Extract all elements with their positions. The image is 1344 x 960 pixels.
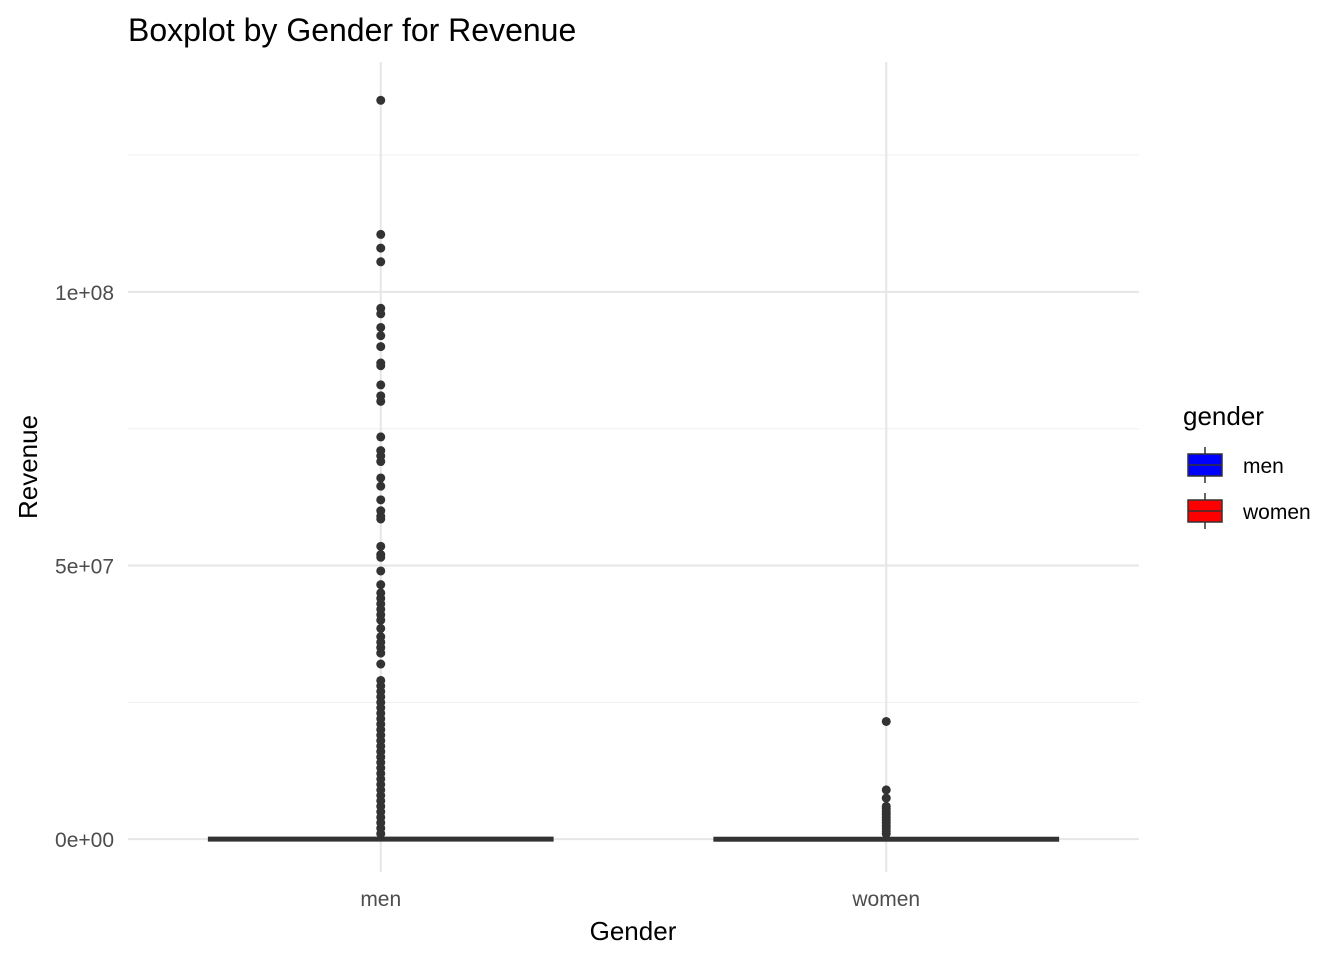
outlier-men-11 — [376, 380, 386, 390]
boxes — [207, 95, 1060, 842]
x-axis-title: Gender — [590, 916, 677, 946]
x-tick-label-women: women — [851, 888, 920, 911]
chart-title: Boxplot by Gender for Revenue — [128, 12, 576, 48]
outlier-men-26 — [376, 552, 386, 562]
y-tick-label-1: 5e+07 — [55, 556, 114, 579]
outlier-men-17 — [376, 457, 386, 467]
outlier-men-5 — [376, 309, 386, 319]
outlier-men-34 — [376, 615, 386, 625]
grid — [128, 62, 1139, 872]
y-axis-title: Revenue — [13, 415, 43, 519]
outlier-men-19 — [376, 481, 386, 491]
box-men — [207, 95, 554, 842]
outlier-men-35 — [376, 623, 386, 633]
outlier-men-28 — [376, 580, 386, 590]
outlier-men-18 — [376, 473, 386, 483]
outlier-women-0 — [881, 716, 891, 726]
tick-labels: 0e+00 5e+07 1e+08 men women — [55, 282, 920, 911]
legend-label-men: men — [1243, 455, 1284, 478]
y-tick-label-0: 0e+00 — [55, 829, 114, 852]
outlier-men-23 — [376, 514, 386, 524]
outlier-men-14 — [376, 432, 386, 442]
legend-label-women: women — [1242, 501, 1311, 524]
box-women — [713, 716, 1060, 842]
outlier-men-24 — [376, 541, 386, 551]
outlier-men-8 — [376, 342, 386, 352]
outlier-men-2 — [376, 243, 386, 253]
outlier-men-3 — [376, 257, 386, 267]
outlier-men-20 — [376, 495, 386, 505]
outlier-women-1 — [881, 785, 891, 795]
outlier-men-40 — [376, 659, 386, 669]
outlier-women-2 — [881, 793, 891, 803]
outlier-women-13 — [881, 829, 891, 839]
legend-item-women: women — [1187, 493, 1311, 529]
outlier-men-7 — [376, 331, 386, 341]
legend-title: gender — [1183, 401, 1264, 431]
outlier-men-39 — [376, 648, 386, 658]
legend-item-men: men — [1187, 447, 1284, 483]
outlier-men-27 — [376, 566, 386, 576]
outlier-men-1 — [376, 229, 386, 239]
y-tick-label-2: 1e+08 — [55, 282, 114, 305]
x-tick-label-men: men — [360, 888, 401, 911]
outlier-men-13 — [376, 396, 386, 406]
legend: gender men women — [1183, 401, 1311, 529]
outlier-men-69 — [376, 829, 386, 839]
outlier-men-10 — [376, 361, 386, 371]
outlier-men-0 — [376, 95, 386, 105]
outlier-men-6 — [376, 322, 386, 332]
